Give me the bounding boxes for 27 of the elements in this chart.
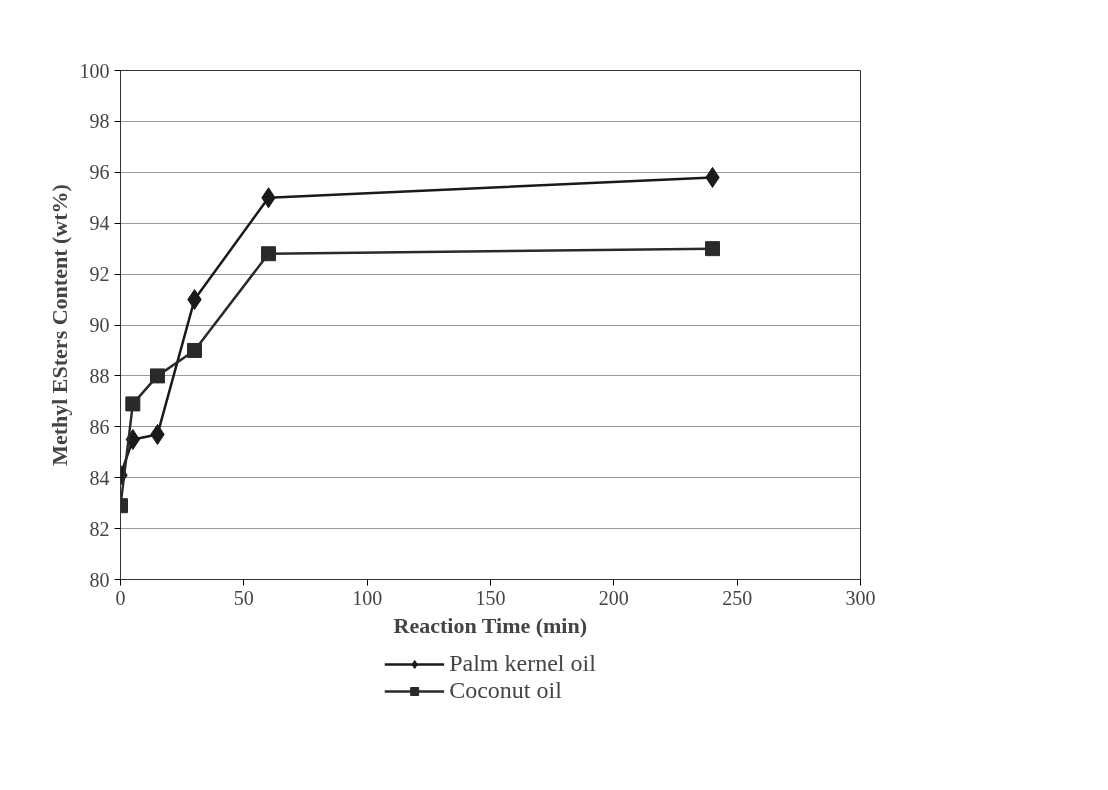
point bbox=[261, 246, 276, 262]
x-tick-label: 150 bbox=[475, 586, 506, 609]
x-tick-label: 250 bbox=[722, 586, 753, 609]
y-tick-label: 94 bbox=[89, 212, 110, 235]
y-tick-label: 90 bbox=[89, 314, 110, 336]
x-tick-label: 100 bbox=[352, 586, 383, 609]
y-tick-label: 80 bbox=[89, 568, 110, 591]
y-tick-label: 92 bbox=[89, 263, 110, 286]
y-tick-label: 100 bbox=[79, 59, 110, 82]
y-tick-label: 86 bbox=[89, 415, 110, 438]
y-tick-label: 96 bbox=[89, 161, 110, 184]
x-tick-label: 50 bbox=[233, 586, 254, 609]
y-tick-label: 98 bbox=[89, 110, 110, 133]
legend-label: Palm kernel oil bbox=[449, 650, 596, 677]
point bbox=[150, 368, 165, 384]
y-axis-title: Methyl ESters Content (wt%) bbox=[46, 184, 72, 466]
legend-label: Coconut oil bbox=[449, 677, 562, 704]
y-tick-label: 88 bbox=[89, 364, 110, 387]
x-tick-label: 300 bbox=[845, 586, 876, 609]
point bbox=[705, 241, 720, 257]
y-tick-label: 82 bbox=[89, 517, 110, 540]
x-tick-label: 0 bbox=[115, 586, 126, 609]
x-axis-title: Reaction Time (min) bbox=[393, 612, 588, 638]
y-tick-label: 84 bbox=[89, 466, 110, 489]
point bbox=[187, 342, 202, 358]
point bbox=[125, 396, 141, 412]
x-tick-label: 200 bbox=[598, 586, 629, 609]
